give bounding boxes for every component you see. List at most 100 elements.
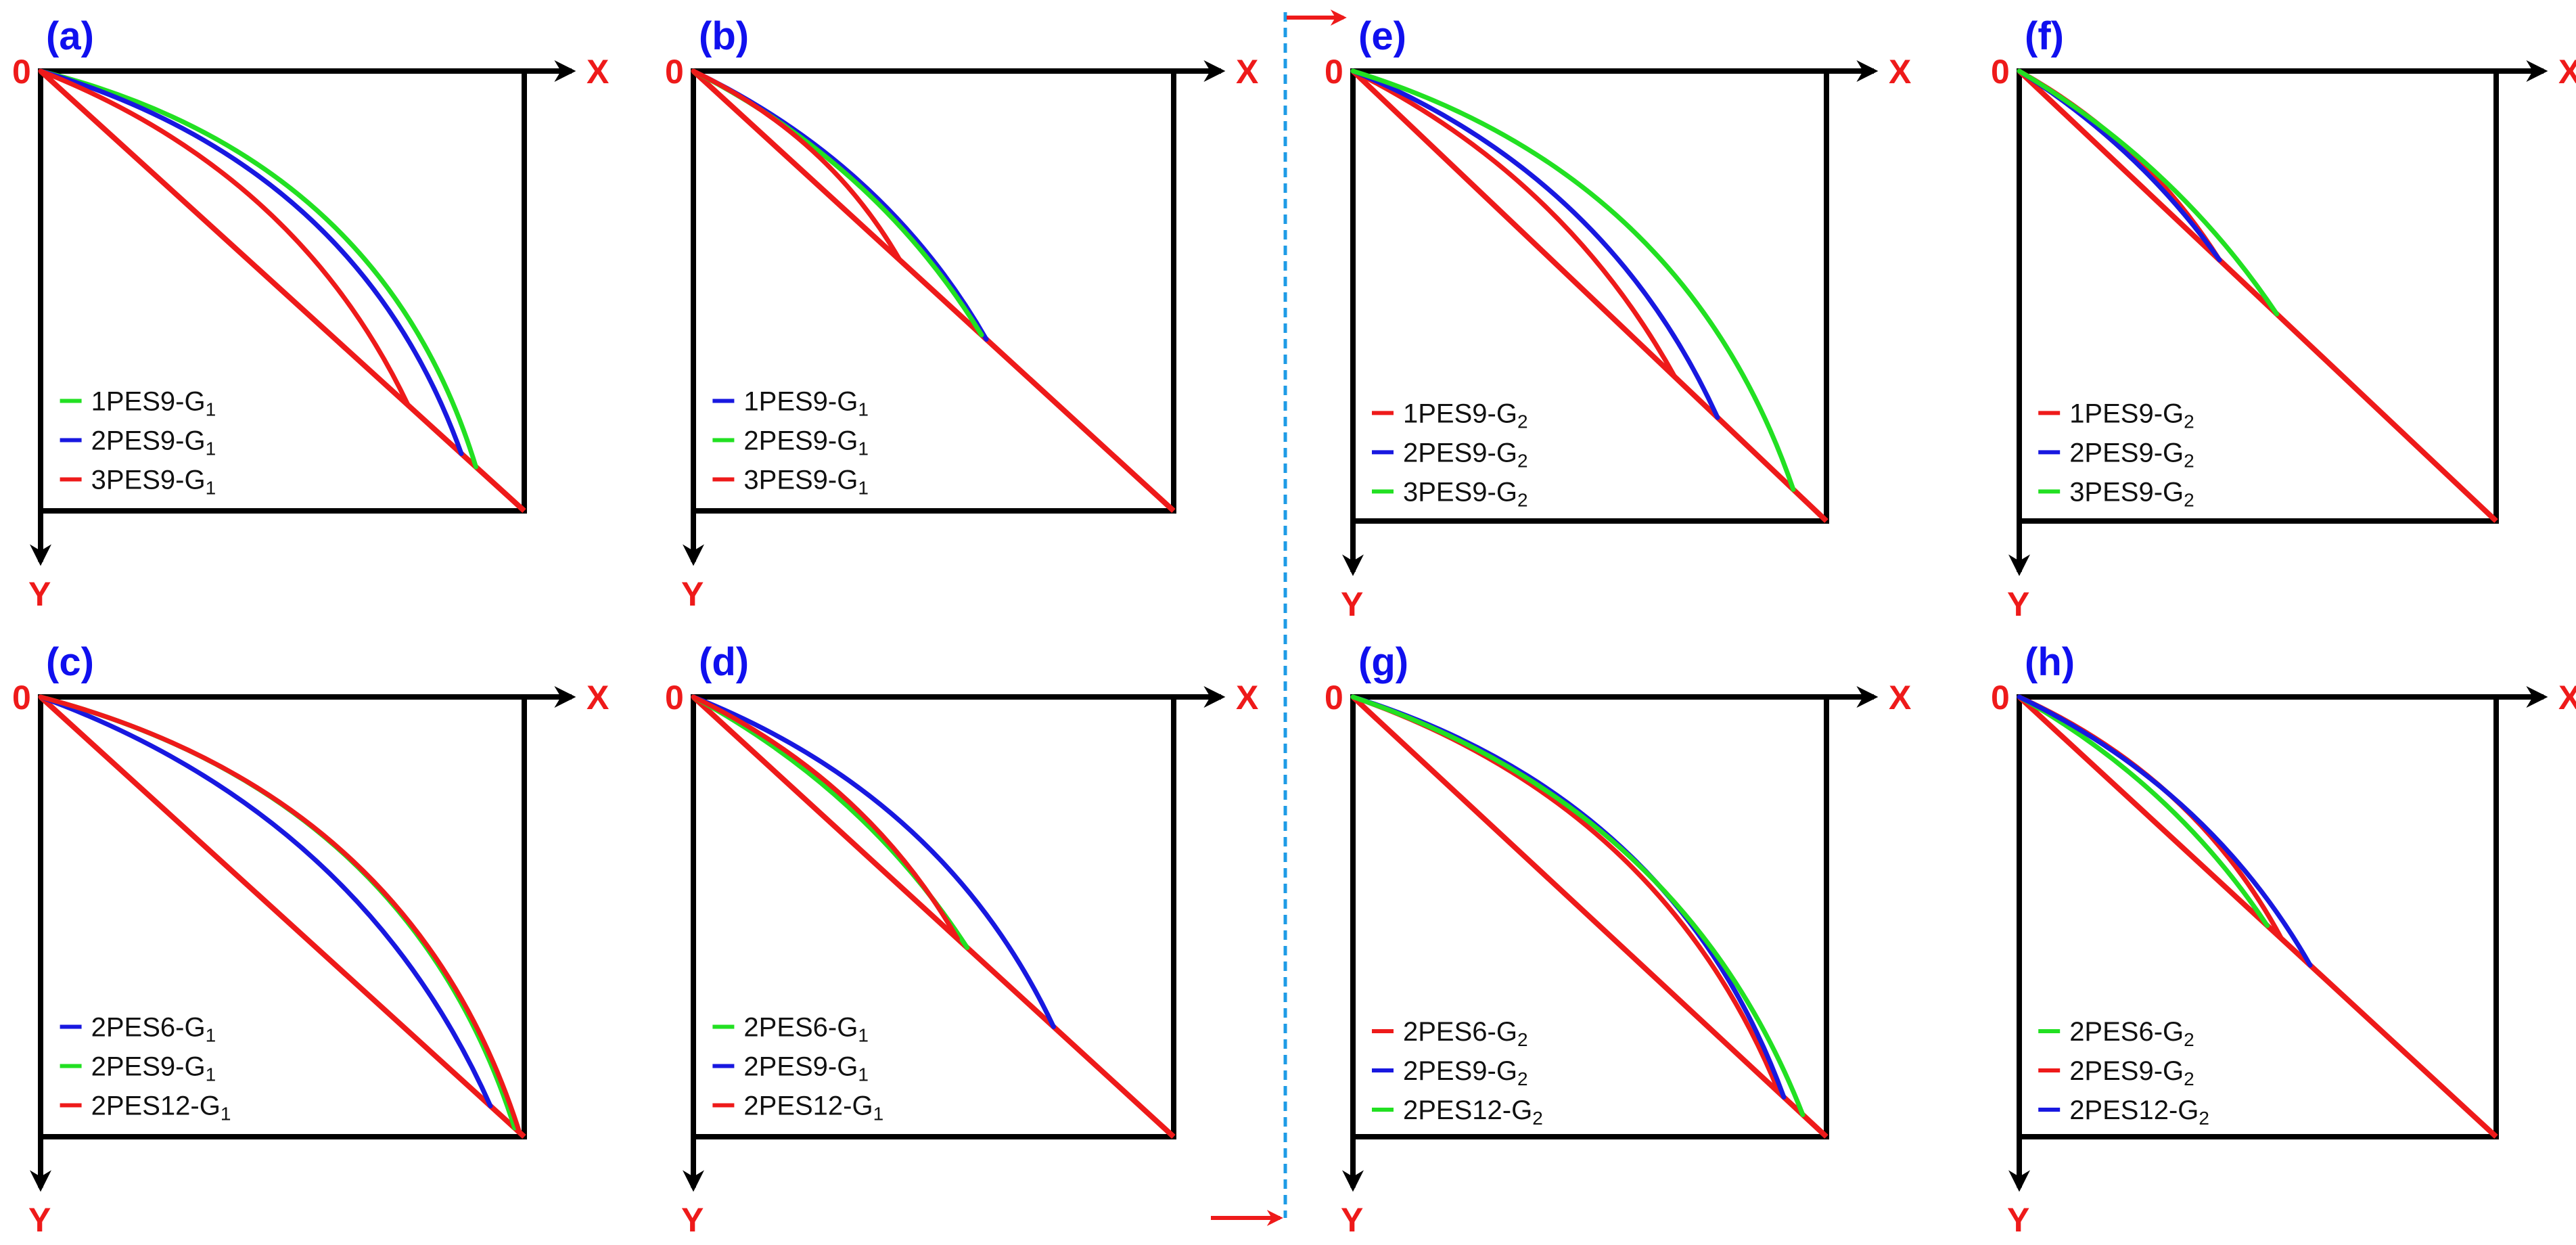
y-axis-label: Y	[28, 1201, 51, 1239]
legend-label-subscript: 1	[858, 438, 869, 459]
legend-label-text: 2PES6-G	[1403, 1017, 1517, 1047]
legend-label-text: 2PES6-G	[743, 1013, 858, 1043]
legend-label: 2PES12-G2	[2069, 1095, 2209, 1129]
legend-label-subscript: 2	[2199, 1108, 2209, 1129]
legend-label-subscript: 1	[858, 478, 869, 499]
origin-label: 0	[1325, 53, 1343, 91]
curve-red	[691, 68, 902, 263]
x-axis-label: X	[586, 679, 609, 717]
legend-label-text: 2PES12-G	[743, 1091, 873, 1121]
legend-label: 1PES9-G2	[2069, 399, 2194, 432]
x-axis-label: X	[2558, 679, 2576, 717]
diagonal-line	[1351, 69, 1828, 523]
origin-label: 0	[1991, 53, 2010, 91]
legend-label-text: 3PES9-G	[2069, 477, 2184, 507]
legend-label-text: 2PES9-G	[1403, 1056, 1517, 1086]
legend-label-subscript: 2	[2184, 489, 2194, 510]
panel-label: (c)	[46, 640, 94, 684]
curve-blue	[38, 68, 464, 456]
origin-label: 0	[1325, 679, 1343, 717]
x-axis-label: X	[1236, 679, 1258, 717]
legend-label-text: 3PES9-G	[91, 466, 206, 495]
curve-blue	[2017, 694, 2313, 968]
diagonal-line	[1351, 695, 1828, 1139]
diagonal-line	[2017, 695, 2498, 1139]
curve-green	[1350, 68, 1796, 492]
legend-label-subscript: 2	[2184, 450, 2194, 471]
panel-label: (g)	[1358, 640, 1408, 684]
legend-label: 2PES9-G2	[2069, 438, 2194, 471]
x-axis-label: X	[586, 53, 609, 91]
curve-red	[691, 694, 960, 941]
curve-blue	[1350, 68, 1720, 420]
legend-label: 1PES9-G1	[743, 387, 869, 420]
legend-label: 2PES12-G2	[1403, 1095, 1543, 1129]
legend-label-text: 3PES9-G	[1403, 477, 1517, 507]
curve-green	[38, 68, 478, 470]
origin-label: 0	[665, 679, 684, 717]
curve-blue	[691, 694, 1056, 1029]
legend-label: 2PES9-G1	[743, 1052, 869, 1085]
panel-d: (d) 0 X Y 2PES6-G1 2PES9-G1 2PES12-G1	[665, 640, 1258, 1239]
legend-label-subscript: 2	[2184, 1029, 2194, 1050]
legend-label: 1PES9-G1	[91, 387, 216, 420]
legend-label-text: 1PES9-G	[2069, 399, 2184, 428]
legend-label-text: 1PES9-G	[1403, 399, 1517, 428]
legend-label-subscript: 1	[206, 1025, 216, 1046]
panel-label: (a)	[46, 14, 94, 58]
legend-label-text: 2PES9-G	[2069, 438, 2184, 468]
origin-label: 0	[665, 53, 684, 91]
x-axis-label: X	[1889, 53, 1911, 91]
y-axis-label: Y	[28, 575, 51, 613]
legend-label-text: 2PES9-G	[1403, 438, 1517, 468]
legend-label: 3PES9-G1	[91, 466, 216, 499]
legend-label-text: 2PES9-G	[91, 426, 206, 456]
legend-label-text: 1PES9-G	[743, 387, 858, 417]
legend-label-subscript: 2	[1517, 450, 1528, 471]
legend-label-text: 3PES9-G	[743, 466, 858, 495]
legend-label-subscript: 2	[1517, 411, 1528, 432]
panel-label: (d)	[699, 640, 749, 684]
legend-label-subscript: 2	[1517, 1029, 1528, 1050]
y-axis-label: Y	[1341, 1201, 1363, 1239]
legend-label-subscript: 1	[858, 1025, 869, 1046]
diagonal-line	[39, 69, 526, 513]
legend-label: 2PES6-G2	[1403, 1017, 1528, 1050]
legend-label: 2PES12-G1	[91, 1091, 231, 1125]
legend-label: 2PES6-G1	[91, 1013, 216, 1046]
legend-label: 2PES9-G1	[91, 1052, 216, 1085]
origin-label: 0	[1991, 679, 2010, 717]
curve-blue	[38, 694, 493, 1108]
legend-label-subscript: 1	[206, 399, 216, 420]
diagonal-line	[691, 695, 1176, 1139]
x-axis-label: X	[1236, 53, 1258, 91]
legend-label-text: 2PES9-G	[2069, 1056, 2184, 1086]
curve-green	[2017, 68, 2280, 317]
y-axis-label: Y	[681, 1201, 704, 1239]
legend-label: 3PES9-G2	[1403, 477, 1528, 510]
panel-label: (h)	[2025, 640, 2075, 684]
legend-label-subscript: 1	[221, 1104, 231, 1125]
legend-label-subscript: 1	[206, 478, 216, 499]
y-axis-label: Y	[681, 575, 704, 613]
x-axis-label: X	[1889, 679, 1911, 717]
legend-label-subscript: 2	[1517, 489, 1528, 510]
legend-label: 3PES9-G1	[743, 466, 869, 499]
legend-label: 2PES9-G2	[1403, 1056, 1528, 1089]
legend-label-text: 2PES12-G	[2069, 1095, 2199, 1125]
legend-label-text: 2PES9-G	[743, 426, 858, 456]
legend-label-subscript: 2	[2184, 1068, 2194, 1089]
legend-label-text: 2PES12-G	[1403, 1095, 1532, 1125]
legend-label-text: 2PES9-G	[743, 1052, 858, 1082]
curve-red	[38, 694, 522, 1135]
curve-green	[1350, 694, 1806, 1117]
diagonal-line	[691, 69, 1176, 513]
legend-label: 2PES12-G1	[743, 1091, 883, 1125]
